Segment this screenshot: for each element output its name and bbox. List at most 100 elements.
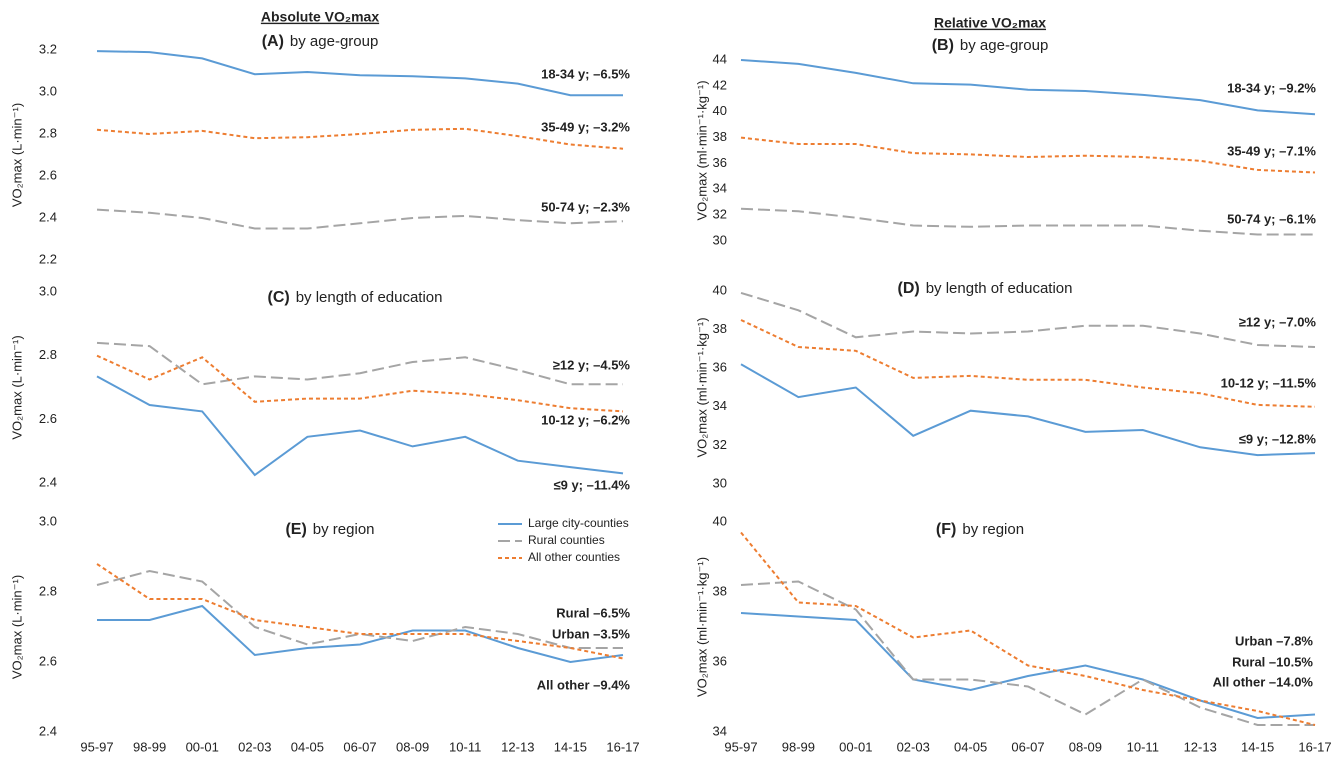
y-tick-label: 34 [713, 723, 727, 738]
y-tick-label: 2.6 [39, 167, 57, 182]
annotation: Urban –3.5% [552, 626, 630, 641]
panel-subtitle: by region [962, 521, 1024, 538]
panel-title: (C) by length of education [268, 289, 443, 306]
series-label: 50-74 y; –6.1% [1227, 211, 1316, 226]
series-line [97, 604, 624, 664]
y-tick-label: 3.2 [39, 41, 57, 56]
x-tick-label: 08-09 [396, 739, 429, 754]
y-tick-label: 30 [713, 232, 727, 247]
y-tick-label: 2.8 [39, 583, 57, 598]
x-tick-label: 98-99 [782, 739, 815, 754]
series-line [740, 363, 1316, 457]
panel-letter: (C) [268, 289, 290, 306]
x-tick-label: 02-03 [238, 739, 271, 754]
annotation: Rural –10.5% [1232, 654, 1313, 669]
panel-title: (F) by region [936, 521, 1024, 538]
series-label: ≥12 y; –4.5% [553, 357, 631, 372]
y-tick-label: 32 [713, 437, 727, 452]
panel-title: (A) by age-group [262, 33, 379, 50]
series-label: ≤9 y; –12.8% [1239, 431, 1317, 446]
column-heading: Relative VO₂max [934, 15, 1046, 31]
x-tick-label: 12-13 [1184, 739, 1217, 754]
x-tick-label: 04-05 [291, 739, 324, 754]
x-tick-label: 95-97 [724, 739, 757, 754]
series-label: ≤9 y; –11.4% [553, 477, 630, 492]
y-tick-label: 42 [713, 77, 727, 92]
y-tick-label: 36 [713, 155, 727, 170]
y-tick-label: 3.0 [39, 283, 57, 298]
series-line [96, 375, 624, 477]
panel-letter: (E) [285, 521, 306, 538]
series-line [740, 319, 1316, 408]
series-label: 10-12 y; –11.5% [1221, 375, 1317, 390]
y-axis-label: VO₂max (L·min⁻¹) [9, 335, 24, 439]
legend-label: Large city-counties [528, 516, 629, 530]
x-tick-label: 00-01 [839, 739, 872, 754]
y-tick-label: 3.0 [39, 83, 57, 98]
y-tick-label: 40 [713, 103, 727, 118]
y-axis-label: VO₂max (L·min⁻¹) [9, 575, 24, 679]
x-tick-label: 02-03 [897, 739, 930, 754]
legend-label: All other counties [528, 550, 620, 564]
series-line [96, 127, 624, 150]
series-line [96, 50, 623, 97]
panel-subtitle: by region [313, 521, 375, 538]
series-line [740, 59, 1316, 116]
y-tick-label: 2.4 [39, 723, 57, 738]
series-line [96, 563, 624, 660]
legend-label: Rural counties [528, 533, 605, 547]
series-label: 18-34 y; –6.5% [541, 66, 630, 81]
y-tick-label: 38 [713, 129, 727, 144]
x-tick-label: 98-99 [133, 739, 166, 754]
y-axis-label: VO₂max (L·min⁻¹) [9, 103, 24, 207]
y-axis-label: VO₂max (ml·min⁻¹·kg⁻¹) [694, 557, 709, 697]
x-tick-label: 10-11 [1127, 739, 1159, 754]
y-tick-label: 38 [713, 583, 727, 598]
panel-title: (E) by region [285, 521, 374, 538]
column-heading: Absolute VO₂max [261, 9, 379, 25]
y-tick-label: 3.0 [39, 513, 57, 528]
series-line [740, 136, 1316, 174]
y-tick-label: 40 [713, 282, 727, 297]
annotation: All other –14.0% [1213, 674, 1314, 689]
x-tick-label: 95-97 [80, 739, 113, 754]
y-tick-label: 2.6 [39, 411, 57, 426]
annotation: Rural –6.5% [556, 605, 630, 620]
y-tick-label: 2.6 [39, 653, 57, 668]
panel-letter: (D) [898, 280, 920, 297]
y-tick-label: 2.4 [39, 209, 57, 224]
x-tick-label: 06-07 [343, 739, 376, 754]
panel-subtitle: by length of education [296, 289, 443, 306]
series-label: 50-74 y; –2.3% [541, 199, 630, 214]
y-tick-label: 34 [713, 181, 727, 196]
y-tick-label: 30 [713, 475, 727, 490]
panel-subtitle: by age-group [290, 33, 378, 50]
x-tick-label: 16-17 [606, 739, 639, 754]
panel-subtitle: by length of education [926, 280, 1073, 297]
series-label: ≥12 y; –7.0% [1239, 314, 1317, 329]
y-tick-label: 2.8 [39, 125, 57, 140]
panel-letter: (A) [262, 33, 284, 50]
panel-letter: (B) [932, 37, 954, 54]
y-axis-label: VO₂max (ml·min⁻¹·kg⁻¹) [694, 317, 709, 457]
y-tick-label: 38 [713, 321, 727, 336]
series-line [96, 341, 623, 386]
panel-subtitle: by age-group [960, 37, 1048, 54]
series-line [740, 207, 1315, 236]
series-line [740, 612, 1316, 720]
series-label: 10-12 y; –6.2% [541, 412, 630, 427]
series-line [96, 354, 624, 413]
panel-letter: (F) [936, 521, 956, 538]
series-line [96, 208, 624, 230]
y-tick-label: 44 [713, 51, 727, 66]
y-tick-label: 2.4 [39, 474, 57, 489]
y-tick-label: 32 [713, 207, 727, 222]
y-tick-label: 40 [713, 513, 727, 528]
series-line [96, 569, 623, 649]
panel-title: (B) by age-group [932, 37, 1049, 54]
x-tick-label: 14-15 [554, 739, 587, 754]
y-tick-label: 36 [713, 653, 727, 668]
x-tick-label: 12-13 [501, 739, 534, 754]
y-tick-label: 2.2 [39, 251, 57, 266]
